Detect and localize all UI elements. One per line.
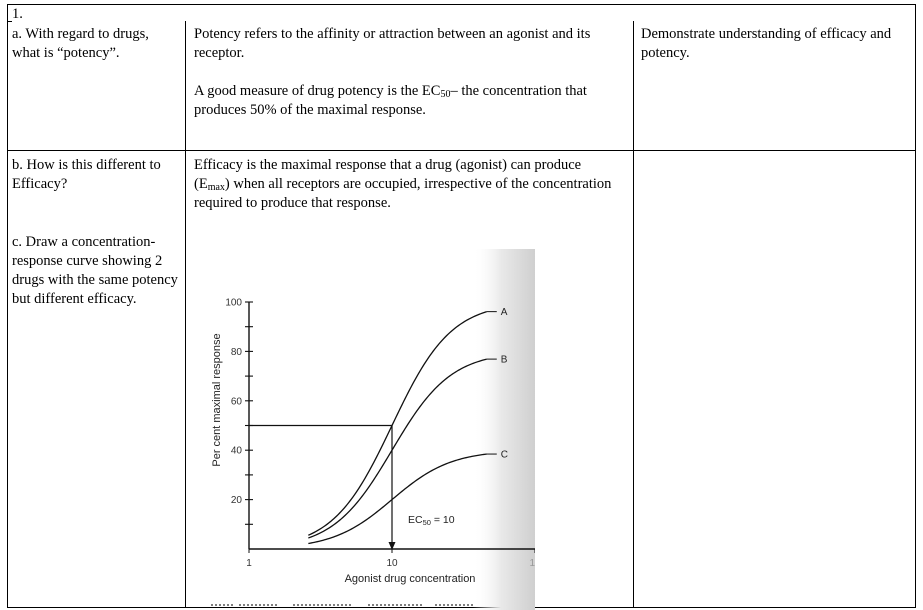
y-tick-label: 20 <box>231 495 243 506</box>
question-b: b. How is this different to Efficacy? <box>12 157 161 192</box>
question-a: a. With regard to drugs, what is “potenc… <box>12 26 149 61</box>
table-right-border <box>915 4 916 608</box>
chart-labels: 20 40 60 80 100 1 10 10 A B C <box>225 298 535 570</box>
answer-table: 1. a. With regard to drugs, what is “pot… <box>7 4 916 608</box>
answer-b: Efficacy is the maximal response that a … <box>194 156 619 213</box>
ec50-guide-lines <box>249 424 396 550</box>
curve-b <box>308 358 487 539</box>
learning-outcome: Demonstrate understanding of efficacy an… <box>641 26 892 61</box>
answer-b-emax-sub: max <box>207 182 225 193</box>
ec50-arrow-head <box>388 542 396 550</box>
curve-label-a: A <box>501 307 508 318</box>
answer-a-ec50-prefix: A good measure of drug potency is the EC <box>194 83 441 99</box>
answer-b-efficacy-definition: Efficacy is the maximal response that a … <box>194 156 619 213</box>
curve-c <box>308 453 487 545</box>
curve-label-c: C <box>501 450 508 461</box>
x-axis-label: Agonist drug concentration <box>345 573 476 585</box>
x-tick-label: 10 <box>529 558 535 569</box>
question-number: 1. <box>12 6 23 22</box>
x-tick-label: 10 <box>386 558 398 569</box>
ec50-annotation: EC50 = 10 <box>408 514 455 527</box>
y-tick-label: 100 <box>225 298 242 309</box>
photo-page-shadow <box>473 249 535 610</box>
answer-a-potency-definition: Potency refers to the affinity or attrac… <box>194 26 591 61</box>
question-c: c. Draw a concentration-response curve s… <box>12 234 178 307</box>
ec50-annotation-rest: = 10 <box>431 514 455 526</box>
ec50-annotation-sub: 50 <box>423 518 431 527</box>
answer-a-ec50-paragraph: A good measure of drug potency is the EC… <box>194 82 630 120</box>
column-divider-2 <box>633 21 634 608</box>
answer-b-part2: ) when all receptors are occupied, irres… <box>194 176 612 211</box>
answer-a: Potency refers to the affinity or attrac… <box>194 25 630 120</box>
row-divider-ab <box>7 150 916 151</box>
answer-a-ec50-sub: 50 <box>440 89 451 100</box>
ec50-annotation-main: EC <box>408 514 423 526</box>
column-divider-1 <box>185 21 186 608</box>
curve-a <box>308 311 487 536</box>
y-tick-label: 60 <box>231 396 243 407</box>
y-tick-label: 80 <box>231 347 243 358</box>
concentration-response-figure: 20 40 60 80 100 1 10 10 A B C Per cent maximal res… <box>203 245 535 610</box>
y-axis-label: Per cent maximal response <box>211 333 223 466</box>
concentration-response-chart: 20 40 60 80 100 1 10 10 A B C Per cent maximal res… <box>211 249 535 610</box>
answer-a-ec50-rest: – the concentration that produces 50% of… <box>194 83 587 118</box>
x-tick-label: 1 <box>246 558 252 569</box>
y-tick-label: 40 <box>231 446 243 457</box>
table-bottom-border <box>7 607 916 608</box>
answer-b-part1: Efficacy is the maximal response that a … <box>194 157 582 192</box>
header-row-border <box>7 21 12 22</box>
curve-label-b: B <box>501 355 508 366</box>
table-left-border <box>7 4 8 608</box>
table-top-border <box>7 4 916 5</box>
chart-curves <box>308 311 497 545</box>
